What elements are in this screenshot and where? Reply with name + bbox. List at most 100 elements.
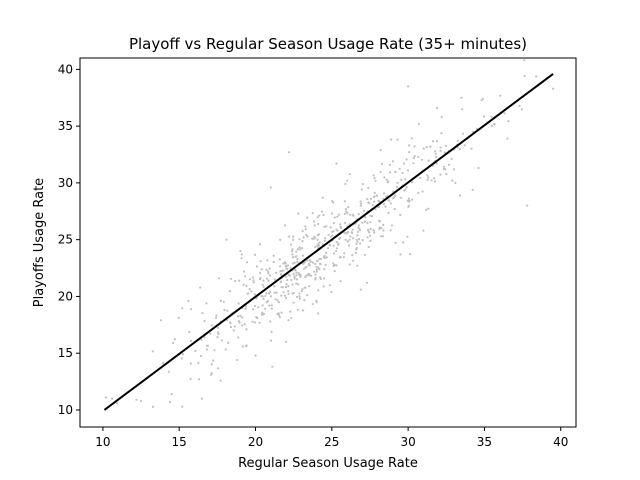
scatter-point: [303, 286, 306, 289]
scatter-point: [292, 301, 295, 304]
scatter-point: [374, 208, 377, 211]
scatter-point: [306, 294, 309, 297]
scatter-point: [408, 199, 411, 202]
scatter-point: [310, 274, 313, 277]
scatter-point: [493, 123, 496, 126]
scatter-point: [279, 238, 282, 241]
scatter-point: [215, 314, 218, 317]
scatter-point: [337, 213, 340, 216]
scatter-point: [242, 270, 245, 273]
scatter-point: [180, 357, 183, 360]
scatter-point: [290, 278, 293, 282]
y-axis: 10 15 20 25 30 35 40: [58, 62, 80, 417]
scatter-point: [237, 302, 240, 305]
scatter-point: [329, 244, 332, 247]
scatter-point: [363, 220, 366, 223]
scatter-point: [361, 182, 364, 186]
scatter-point: [356, 230, 359, 233]
scatter-point: [229, 325, 232, 329]
scatter-point: [335, 247, 339, 250]
scatter-point: [288, 235, 291, 238]
scatter-point: [219, 379, 222, 382]
scatter-point: [219, 299, 222, 302]
scatter-point: [317, 244, 320, 247]
scatter-point: [345, 232, 348, 235]
scatter-point: [378, 200, 381, 203]
scatter-point: [360, 188, 363, 191]
scatter-point: [240, 253, 243, 256]
scatter-point: [265, 292, 268, 295]
scatter-point: [290, 316, 293, 319]
scatter-point: [379, 148, 382, 152]
y-tick-label: 30: [58, 176, 73, 190]
scatter-point: [295, 282, 298, 285]
scatter-point: [348, 244, 351, 247]
scatter-point: [189, 362, 192, 365]
scatter-point: [327, 233, 330, 236]
scatter-point: [503, 112, 506, 115]
scatter-point: [276, 299, 279, 302]
scatter-point: [230, 277, 233, 280]
scatter-point: [283, 261, 287, 264]
scatter-point: [292, 262, 295, 265]
scatter-point: [413, 154, 416, 158]
scatter-point: [223, 308, 226, 311]
scatter-point: [280, 294, 283, 297]
scatter-point: [181, 353, 184, 356]
scatter-point: [433, 180, 437, 183]
scatter-point: [385, 178, 388, 181]
scatter-point: [380, 235, 383, 238]
scatter-point: [325, 256, 328, 259]
scatter-point: [297, 212, 300, 215]
scatter-point: [392, 197, 395, 200]
scatter-point: [369, 221, 372, 224]
fit-line-layer: [103, 73, 554, 411]
scatter-point: [311, 261, 315, 264]
scatter-point: [212, 359, 215, 362]
scatter-point: [252, 308, 255, 311]
scatter-point: [168, 400, 172, 404]
scatter-point: [267, 270, 270, 273]
scatter-point: [378, 205, 381, 208]
scatter-point: [262, 297, 265, 300]
scatter-point: [343, 200, 346, 203]
scatter-point: [286, 264, 290, 267]
scatter-point: [264, 294, 267, 298]
scatter-point: [323, 256, 326, 259]
scatter-point: [216, 336, 219, 339]
scatter-point: [286, 267, 289, 271]
scatter-point: [329, 235, 332, 238]
scatter-point: [277, 314, 280, 317]
scatter-point: [213, 349, 216, 352]
scatter-point: [225, 238, 228, 241]
scatter-point: [520, 108, 523, 111]
scatter-point: [284, 285, 288, 288]
scatter-point: [257, 306, 260, 309]
scatter-point: [388, 199, 391, 202]
scatter-point: [259, 260, 262, 263]
scatter-point: [274, 298, 277, 301]
scatter-point: [335, 264, 338, 267]
scatter-point: [279, 265, 282, 268]
scatter-point: [261, 283, 264, 286]
scatter-point: [269, 186, 272, 189]
scatter-point: [322, 285, 325, 288]
scatter-point: [440, 132, 443, 135]
scatter-point: [306, 273, 309, 277]
scatter-point: [298, 238, 301, 241]
scatter-point: [407, 85, 410, 88]
scatter-point: [396, 185, 399, 189]
scatter-point: [373, 231, 376, 234]
scatter-point: [427, 207, 430, 210]
scatter-point: [317, 266, 320, 269]
scatter-point: [332, 222, 335, 225]
scatter-point: [238, 321, 241, 324]
scatter-point: [380, 227, 383, 230]
scatter-point: [357, 213, 360, 216]
scatter-point: [273, 291, 276, 294]
scatter-point: [523, 74, 526, 77]
scatter-point: [389, 202, 392, 205]
scatter-point: [320, 210, 323, 213]
scatter-point: [352, 214, 355, 217]
